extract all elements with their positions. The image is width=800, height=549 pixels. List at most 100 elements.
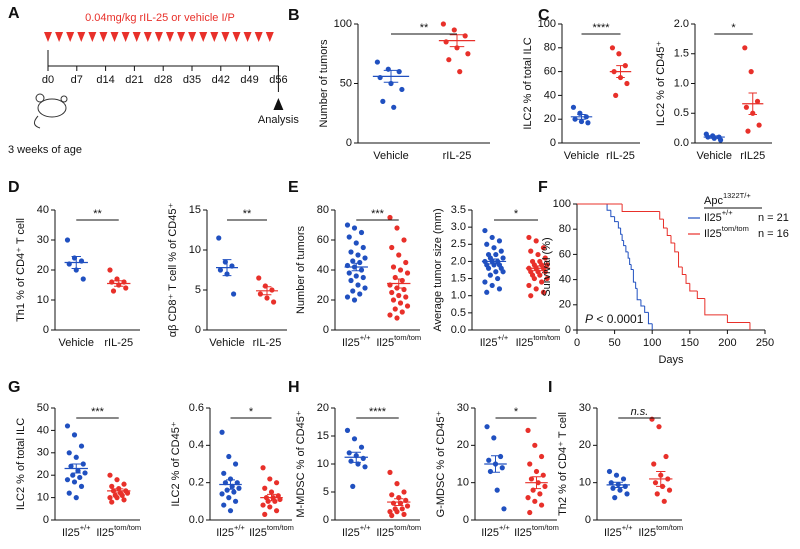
data-point: [397, 300, 404, 306]
survival-step: [704, 298, 728, 316]
data-point: [484, 289, 490, 295]
data-point: [64, 237, 71, 243]
y-tick-label: 2.0: [451, 255, 466, 267]
data-point: [121, 497, 127, 503]
data-point: [350, 258, 356, 264]
data-point: [401, 237, 407, 243]
text-part: Il25: [376, 337, 394, 349]
x-tick-label: 200: [718, 337, 736, 349]
data-point: [528, 476, 535, 482]
y-tick-label: 0.0: [189, 514, 204, 526]
data-point: [585, 120, 591, 126]
y-tick-label: 0: [323, 514, 329, 526]
survival-step: [614, 216, 619, 223]
data-point: [344, 222, 351, 228]
data-point: [617, 487, 623, 493]
y-tick-label: 0: [550, 137, 556, 149]
panel-letter: A: [8, 5, 20, 22]
text-part: Il25: [96, 527, 114, 539]
day-label: d28: [154, 74, 172, 86]
data-point: [385, 66, 391, 72]
data-point: [357, 291, 363, 297]
survival-step: [685, 274, 690, 284]
y-axis-title: ILC2 % of total ILC: [15, 418, 27, 510]
survival-step: [662, 219, 668, 229]
y-tick-label: 0: [565, 324, 571, 336]
y-tick-label: 30: [457, 402, 469, 414]
text-part: Il25: [249, 527, 267, 539]
significance-label: ***: [91, 406, 105, 418]
survival-step: [635, 282, 638, 289]
data-point: [355, 252, 361, 258]
data-point: [66, 450, 72, 456]
data-point: [489, 282, 495, 289]
data-point: [268, 489, 275, 495]
sem-bar: [225, 479, 236, 490]
data-point: [226, 495, 232, 501]
superscript: +/+: [499, 523, 510, 532]
survival-step: [659, 211, 664, 220]
data-point: [269, 287, 275, 293]
data-point: [271, 299, 277, 305]
data-point: [267, 476, 273, 482]
injection-marker: [143, 32, 152, 42]
data-point: [540, 289, 547, 295]
sem-bar: [114, 488, 124, 494]
data-point: [570, 104, 577, 110]
y-axis-title: ILC2 % of CD45⁺: [170, 421, 182, 506]
y-tick-label: 0: [463, 514, 469, 526]
y-axis-title: Average tumor size (mm): [432, 208, 444, 331]
superscript: tom/tom: [114, 523, 141, 532]
text-part: Il25: [638, 527, 656, 539]
text-part: Il25: [604, 527, 622, 539]
data-point: [745, 128, 751, 134]
age-label: 3 weeks of age: [8, 144, 82, 156]
day-label: d35: [183, 74, 201, 86]
sem-bar: [748, 92, 757, 115]
data-point: [544, 275, 550, 282]
x-tick-label: Il25+/+: [342, 333, 371, 348]
data-point: [527, 509, 533, 516]
y-tick-label: 1.0: [451, 290, 466, 302]
survival-step: [632, 269, 636, 283]
y-tick-label: 0: [346, 137, 352, 149]
data-point: [260, 502, 266, 508]
data-point: [273, 480, 280, 486]
dose-label: 0.04mg/kg rIL-25 or vehicle I/P: [85, 12, 235, 24]
y-tick-label: 0: [43, 514, 49, 526]
text-part: Vehicle: [564, 150, 599, 162]
y-tick-label: 0.0: [451, 324, 466, 336]
data-point: [344, 294, 351, 300]
data-point: [360, 244, 366, 251]
data-point: [107, 495, 113, 501]
data-point: [613, 472, 620, 478]
x-tick-label: Il25+/+: [481, 523, 510, 538]
data-point: [78, 483, 85, 489]
data-point: [651, 461, 657, 467]
legend-n: n = 16: [758, 228, 789, 240]
significance-label: ****: [369, 406, 387, 418]
survival-step: [620, 227, 623, 235]
data-point: [394, 315, 400, 321]
survival-step: [696, 290, 705, 299]
data-point: [70, 472, 76, 478]
data-point: [348, 277, 354, 284]
data-point: [109, 483, 115, 489]
data-point: [578, 118, 585, 125]
superscript: +/+: [360, 333, 371, 342]
data-point: [743, 104, 749, 110]
data-point: [256, 275, 262, 281]
data-point: [649, 416, 655, 422]
y-tick-label: 80: [544, 42, 556, 54]
legend-title: Apc1322T/+: [704, 191, 751, 206]
data-point: [346, 234, 352, 240]
y-tick-label: 1.5: [674, 48, 689, 60]
data-point: [401, 511, 407, 517]
y-axis-title: ILC2 % of CD45⁺: [655, 41, 667, 126]
y-tick-label: 40: [544, 89, 556, 101]
y-tick-label: 0.4: [189, 439, 204, 451]
day-label: d14: [96, 74, 114, 86]
y-tick-label: 0.2: [189, 477, 204, 489]
survival-step: [681, 267, 687, 276]
data-point: [350, 483, 356, 489]
